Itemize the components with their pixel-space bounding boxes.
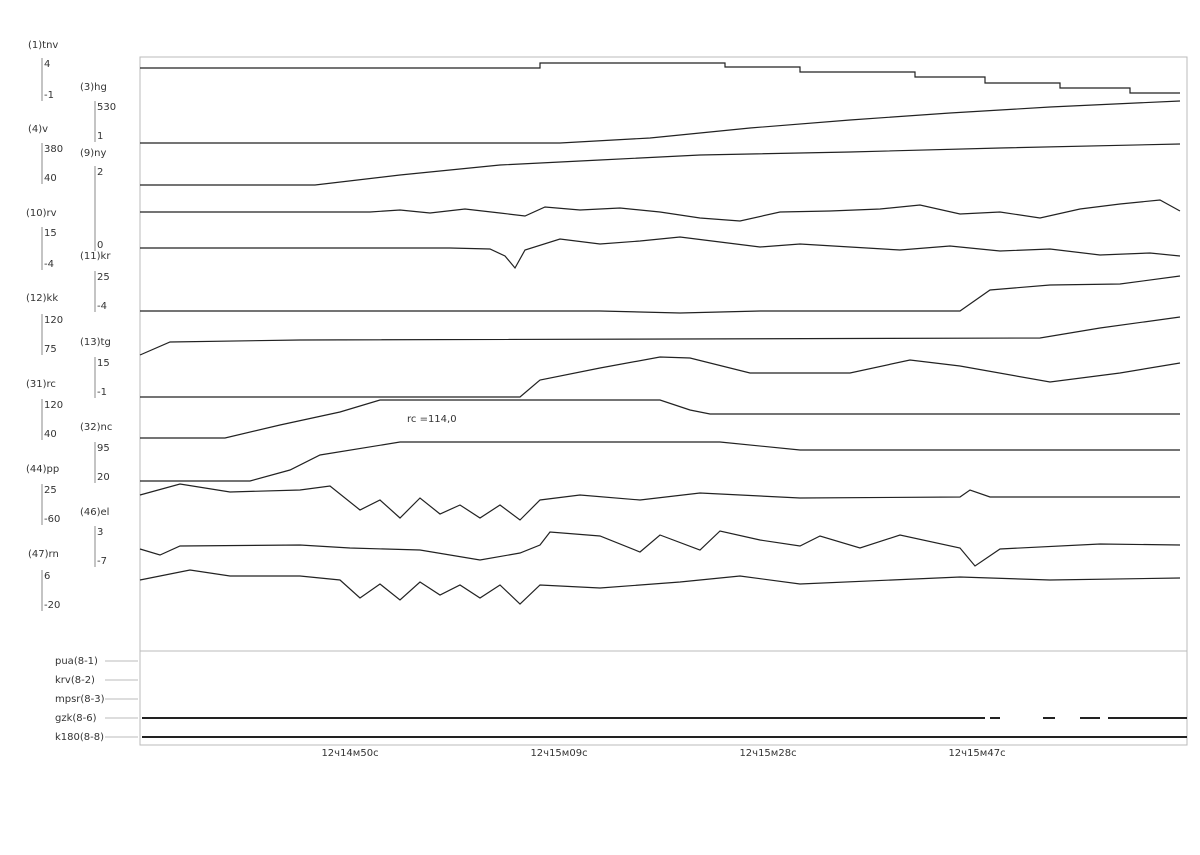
trace: [140, 100, 1181, 144]
trace: [139, 569, 1181, 605]
scale-top: 530: [97, 102, 116, 113]
scale-top: 120: [44, 400, 63, 411]
scale-bottom: 75: [44, 344, 57, 355]
scale-top: 120: [44, 315, 63, 326]
trace: [140, 62, 1180, 94]
time-label: 12ч15м47с: [948, 748, 1005, 759]
channel-label: (10)rv: [26, 208, 57, 219]
scale-bottom: -1: [44, 90, 54, 101]
scale-bottom: -7: [97, 556, 107, 567]
trace: [140, 441, 1180, 482]
scale-bottom: -1: [97, 387, 107, 398]
trace: [139, 530, 1181, 567]
discrete-label: k180(8-8): [55, 732, 104, 743]
scale-top: 15: [97, 358, 110, 369]
scale-top: 25: [44, 485, 57, 496]
scale-top: 95: [97, 443, 110, 454]
channel-label: (3)hg: [80, 82, 107, 93]
trace: [140, 236, 1181, 270]
scale-top: 4: [44, 59, 50, 70]
channel-label: (11)kr: [80, 251, 111, 262]
scale-top: 3: [97, 527, 103, 538]
channel-label: (13)tg: [80, 337, 111, 348]
scale-bottom: -60: [44, 514, 60, 525]
channel-label: (4)v: [28, 124, 48, 135]
channel-label: (32)nc: [80, 422, 112, 433]
channel-label: (12)kk: [26, 293, 58, 304]
scale-top: 6: [44, 571, 50, 582]
discrete-label: mpsr(8-3): [55, 694, 105, 705]
scale-bottom: 20: [97, 472, 110, 483]
scale-bottom: -20: [44, 600, 60, 611]
scale-bottom: 40: [44, 173, 57, 184]
channel-label: (47)rn: [28, 549, 59, 560]
scale-bottom: -4: [97, 301, 107, 312]
scale-top: 25: [97, 272, 110, 283]
trace: [139, 316, 1181, 356]
channel-label: (31)rc: [26, 379, 56, 390]
scale-top: 380: [44, 144, 63, 155]
time-label: 12ч14м50с: [321, 748, 378, 759]
discrete-label: gzk(8-6): [55, 713, 97, 724]
scale-top: 15: [44, 228, 57, 239]
trace: [140, 356, 1181, 398]
time-label: 12ч15м28с: [739, 748, 796, 759]
scale-bottom: 1: [97, 131, 103, 142]
time-label: 12ч15м09с: [530, 748, 587, 759]
discrete-label: pua(8-1): [55, 656, 98, 667]
scale-bottom: 0: [97, 240, 103, 251]
scale-bottom: 40: [44, 429, 57, 440]
scale-top: 2: [97, 167, 103, 178]
trace: [140, 199, 1181, 222]
trace: [139, 483, 1180, 521]
channel-label: (1)tnv: [28, 40, 58, 51]
trace: [140, 399, 1180, 439]
channel-label: (46)el: [80, 507, 109, 518]
traces: [139, 62, 1187, 738]
trace: [140, 143, 1181, 186]
trace: [140, 275, 1181, 314]
channel-label: (9)ny: [80, 148, 107, 159]
annotation: rc =114,0: [407, 414, 457, 425]
scale-bottom: -4: [44, 259, 54, 270]
channel-label: (44)pp: [26, 464, 59, 475]
discrete-label: krv(8-2): [55, 675, 95, 686]
plot-frame: [139, 56, 1188, 746]
